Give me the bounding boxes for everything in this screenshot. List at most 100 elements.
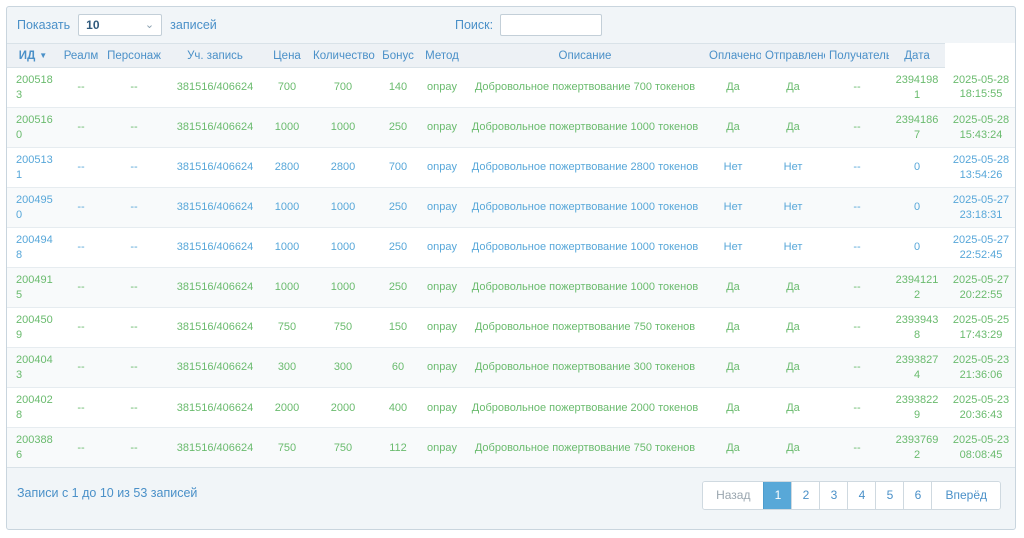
cell-bonus: 112 — [377, 427, 419, 467]
column-header-label: ИД — [18, 49, 36, 62]
cell-character: -- — [103, 107, 165, 149]
column-header-label: Реалм — [63, 49, 99, 62]
cell-quantity: 2800 — [309, 147, 377, 189]
search-input[interactable] — [500, 14, 603, 36]
cell-datetime: 2025-05-25 17:43:29 — [945, 307, 1015, 349]
cell-price: 2800 — [265, 147, 309, 189]
cell-sent: Да — [761, 267, 825, 309]
table-row: 2003886 -- -- 381516/406624 750 750 112 onpay До… — [7, 427, 1015, 467]
column-header-recipient[interactable]: Получатель — [825, 43, 889, 68]
column-header-price[interactable]: Цена — [265, 43, 309, 68]
column-header-paid[interactable]: Оплачено — [705, 43, 761, 68]
cell-id: 2004950 — [7, 187, 59, 229]
cell-description: Добровольное пожертвование 1000 токенов — [465, 267, 705, 309]
cell-character: -- — [103, 347, 165, 389]
page-length-select[interactable]: 10 ⌄ — [78, 14, 163, 36]
pagination-prev[interactable]: Назад — [703, 482, 764, 509]
cell-paid: Да — [705, 67, 761, 109]
cell-bonus: 700 — [377, 147, 419, 189]
cell-character: -- — [103, 227, 165, 269]
cell-paid: Да — [705, 307, 761, 349]
cell-description: Добровольное пожертвование 2000 токенов — [465, 387, 705, 429]
column-header-method[interactable]: Метод — [419, 43, 465, 68]
cell-paid: Нет — [705, 227, 761, 269]
column-header-blank — [945, 43, 1015, 68]
cell-id: 2005160 — [7, 107, 59, 149]
cell-method: onpay — [419, 267, 465, 309]
cell-paid: Нет — [705, 187, 761, 229]
cell-description: Добровольное пожертвование 1000 токенов — [465, 107, 705, 149]
cell-account: 381516/406624 — [165, 187, 265, 229]
cell-account: 381516/406624 — [165, 307, 265, 349]
column-header-realm[interactable]: Реалм — [59, 43, 103, 68]
cell-character: -- — [103, 67, 165, 109]
cell-quantity: 1000 — [309, 267, 377, 309]
cell-datetime: 2025-05-27 20:22:55 — [945, 267, 1015, 309]
cell-sent: Да — [761, 307, 825, 349]
cell-method: onpay — [419, 427, 465, 467]
cell-price: 2000 — [265, 387, 309, 429]
sort-desc-icon: ▼ — [39, 50, 48, 60]
cell-id: 2004028 — [7, 387, 59, 429]
cell-price: 1000 — [265, 227, 309, 269]
cell-id: 2004043 — [7, 347, 59, 389]
cell-bonus: 250 — [377, 187, 419, 229]
column-header-bonus[interactable]: Бонус — [377, 43, 419, 68]
chevron-down-icon: ⌄ — [144, 18, 155, 31]
cell-description: Добровольное пожертвование 750 токенов — [465, 307, 705, 349]
page-length-control: Показать 10 ⌄ записей — [17, 14, 217, 36]
page-length-label: Показать — [17, 18, 71, 32]
cell-quantity: 750 — [309, 427, 377, 467]
cell-method: onpay — [419, 387, 465, 429]
cell-realm: -- — [59, 387, 103, 429]
cell-id: 2004915 — [7, 267, 59, 309]
cell-account: 381516/406624 — [165, 67, 265, 109]
cell-bonus: 250 — [377, 107, 419, 149]
cell-sent: Нет — [761, 147, 825, 189]
cell-datetime: 2025-05-28 15:43:24 — [945, 107, 1015, 149]
cell-character: -- — [103, 307, 165, 349]
cell-datetime: 2025-05-23 21:36:06 — [945, 347, 1015, 389]
pagination-page-4[interactable]: 4 — [847, 482, 876, 509]
pagination-page-6[interactable]: 6 — [903, 482, 932, 509]
table-controls-bar: Показать 10 ⌄ записей Поиск: — [7, 7, 1015, 43]
cell-id: 2004948 — [7, 227, 59, 269]
column-header-id[interactable]: ИД ▼ — [7, 43, 59, 68]
cell-description: Добровольное пожертвование 1000 токенов — [465, 227, 705, 269]
cell-paid: Нет — [705, 147, 761, 189]
cell-bonus: 150 — [377, 307, 419, 349]
column-header-quantity[interactable]: Количество — [309, 43, 377, 68]
pagination-next[interactable]: Вперёд — [931, 482, 1000, 509]
cell-datetime: 2025-05-27 22:52:45 — [945, 227, 1015, 269]
table-row: 2004948 -- -- 381516/406624 1000 1000 250 onpay… — [7, 227, 1015, 269]
page-length-suffix: записей — [170, 18, 217, 32]
pagination-page-1[interactable]: 1 — [763, 482, 792, 509]
column-header-sent[interactable]: Отправлено — [761, 43, 825, 68]
cell-description: Добровольное пожертвование 750 токенов — [465, 427, 705, 467]
column-header-description[interactable]: Описание — [465, 43, 705, 68]
cell-date: 23941981 — [889, 67, 945, 109]
cell-realm: -- — [59, 187, 103, 229]
cell-character: -- — [103, 147, 165, 189]
pagination-page-3[interactable]: 3 — [819, 482, 848, 509]
table-container: ИД ▼ Реалм Персонаж Уч. запись Цена Количество… — [7, 43, 1015, 467]
column-header-label: Метод — [425, 49, 459, 62]
cell-recipient: -- — [825, 67, 889, 109]
cell-datetime: 2025-05-23 20:36:43 — [945, 387, 1015, 429]
column-header-label: Оплачено — [709, 49, 761, 62]
pagination-page-2[interactable]: 2 — [791, 482, 820, 509]
cell-date: 0 — [889, 187, 945, 229]
column-header-date[interactable]: Дата — [889, 43, 945, 68]
cell-quantity: 750 — [309, 307, 377, 349]
cell-description: Добровольное пожертвование 1000 токенов — [465, 187, 705, 229]
column-header-account[interactable]: Уч. запись — [165, 43, 265, 68]
column-header-character[interactable]: Персонаж — [103, 43, 165, 68]
cell-date: 23941212 — [889, 267, 945, 309]
search-label: Поиск: — [455, 18, 494, 32]
pagination-page-5[interactable]: 5 — [875, 482, 904, 509]
cell-realm: -- — [59, 267, 103, 309]
cell-realm: -- — [59, 227, 103, 269]
table-row: 2005160 -- -- 381516/406624 1000 1000 250 onpay… — [7, 107, 1015, 149]
cell-character: -- — [103, 427, 165, 467]
cell-account: 381516/406624 — [165, 227, 265, 269]
